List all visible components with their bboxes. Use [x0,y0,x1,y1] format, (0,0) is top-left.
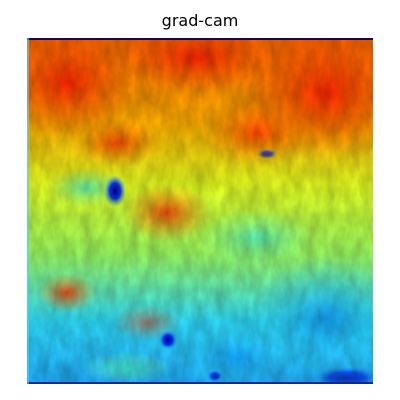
gradcam-heatmap [27,38,373,384]
figure-title: grad-cam [161,11,239,30]
